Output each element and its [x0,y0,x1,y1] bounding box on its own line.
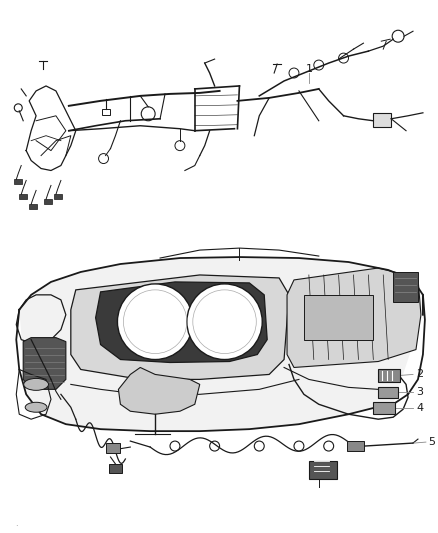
Polygon shape [287,268,421,367]
Polygon shape [16,257,423,431]
Text: 2: 2 [416,369,423,379]
Ellipse shape [25,402,47,412]
Bar [14,180,22,184]
Bar [393,272,418,302]
Bar [109,464,122,473]
Bar [378,369,400,382]
Circle shape [187,284,262,360]
Bar [373,113,391,127]
Bar [19,195,27,199]
Bar [102,109,110,115]
Text: .: . [15,519,18,528]
Text: 4: 4 [416,403,423,413]
Bar [346,441,364,451]
Polygon shape [23,337,66,389]
Bar [44,199,52,204]
Bar [378,387,398,398]
Bar [309,461,337,479]
Bar [29,204,37,209]
Text: 5: 5 [428,437,435,447]
Bar [54,195,62,199]
Circle shape [117,284,193,360]
Ellipse shape [24,378,49,390]
Polygon shape [118,367,200,414]
Polygon shape [71,275,289,379]
Text: 1: 1 [305,64,312,74]
Polygon shape [95,282,267,362]
Text: 3: 3 [416,387,423,397]
Bar [304,295,373,340]
Bar [106,443,120,453]
Bar [373,402,395,414]
